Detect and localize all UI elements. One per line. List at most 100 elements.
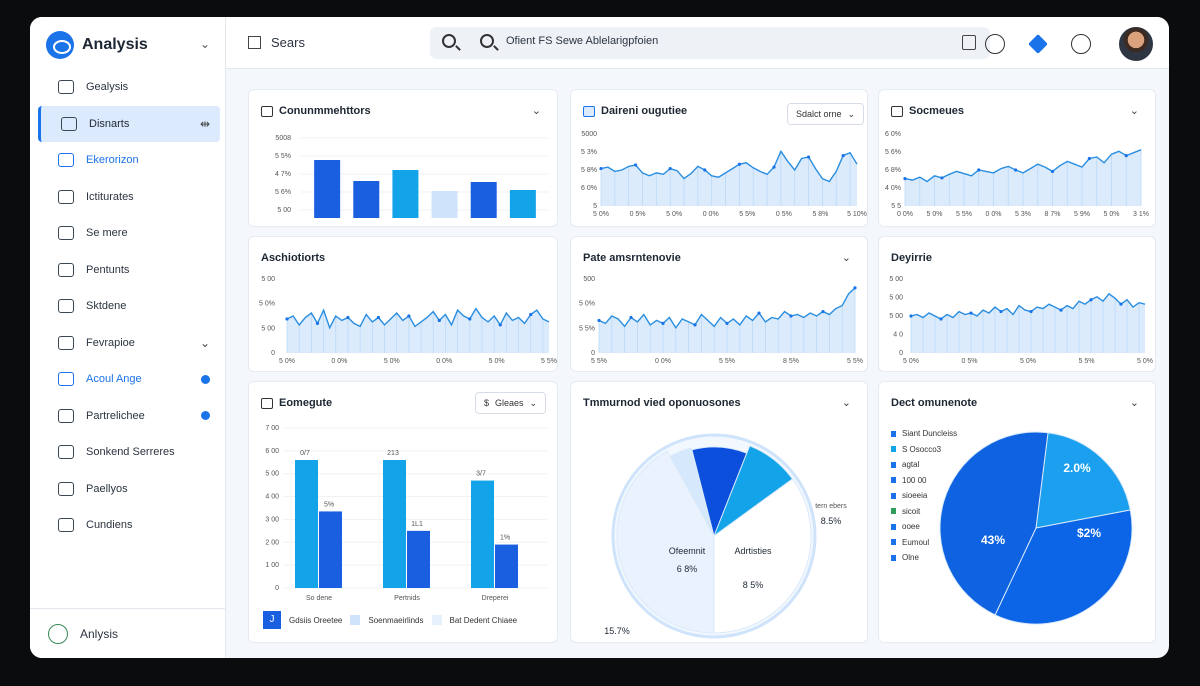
avatar[interactable] [1117,25,1155,63]
sidebar-item-label: Fevrapioe [86,336,135,349]
x-tick-label: 0 0% [331,358,347,365]
search-input[interactable] [506,35,926,47]
topbar: Sears [226,17,1169,69]
j-badge: J [263,611,281,629]
legend-item: Siant Duncleiss [891,426,957,442]
data-point [629,315,633,320]
legend-label: S Osocco3 [902,444,942,454]
x-tick-label: 0 0% [897,211,913,218]
legend-label: 100 00 [902,475,927,485]
select-dropdown[interactable]: Sdalct orne ⌄ [787,103,865,125]
y-tick-label: 5 00 [261,276,275,283]
globe-icon[interactable] [985,34,1005,54]
app-logo[interactable]: Analysis [46,31,148,59]
sidebar-item-label: Sktdene [86,300,127,313]
topbar-title-text: Sears [271,35,305,50]
home-icon [58,153,74,168]
sidebar-item[interactable]: Cundiens [38,507,220,544]
sidebar-item[interactable]: Sonkend Serreres [38,434,220,471]
sidebar-item[interactable]: Partrelichee [38,398,220,435]
sidebar-item[interactable]: Ictiturates [38,179,220,216]
y-tick-label: 5 [593,203,597,210]
data-point [315,321,320,325]
sidebar-item[interactable]: Sktdene [38,288,220,325]
legend-item: 100 00 [891,473,957,489]
pie-chart: 2.0% $2% 43% [939,431,1133,625]
sidebar-item-label: Disnarts [89,117,130,130]
bar [470,182,497,218]
settings-icon[interactable] [1071,34,1091,54]
folder-icon [58,372,74,387]
area-fill [911,293,1145,353]
x-tick-label: 5 5% [1079,358,1095,365]
search-icon[interactable] [442,34,456,48]
sidebar-item[interactable]: Pentunts [38,252,220,289]
bar [314,160,341,218]
legend-swatch [891,539,896,546]
sidebar-item[interactable]: Ekerorizon [38,142,220,179]
chevron-down-icon[interactable]: ⌄ [531,105,541,117]
x-tick-label: 5 0% [1020,358,1036,365]
chevron-down-icon[interactable]: ⌄ [841,252,851,264]
sidebar-item[interactable]: Paellyos [38,471,220,508]
x-tick-label: 5 5% [956,211,972,218]
card-c8: Tmmurnod vied oponuosones ⌄ Ofeemnit 6 8%… [570,381,868,643]
calendar-icon[interactable] [962,35,976,50]
grid-icon [58,518,74,533]
card-c2: Daireni ougutiee Sdalct orne ⌄ 5000 5 3% 5 … [570,89,868,227]
legend-label: agtal [902,460,920,470]
sidebar-item[interactable]: Gealysis [38,69,220,106]
data-point [853,286,857,290]
legend-label: sicoit [902,506,921,516]
select-label: Sdalct orne [796,109,842,119]
data-point [1059,308,1063,312]
area-chart: 5 00 5 0% 5 00 0 5 0% 0 0% 5 0% 0 0% 5 0% 5 5% [259,276,557,365]
legend-label: ooee [902,522,920,532]
y-tick-label: 6 00 [265,448,279,455]
document-icon [58,445,74,460]
chevron-down-icon[interactable]: ⌄ [1129,105,1139,117]
sidebar-item[interactable]: Disnarts ⇹ [38,105,220,142]
sidebar-item[interactable]: Acoul Ange [38,361,220,398]
legend-item: Olne [891,550,957,566]
search-icon [480,34,494,48]
select-dropdown[interactable]: $ Gleaes ⌄ [475,392,547,414]
legend-label: Olne [902,553,919,563]
x-tick-label: 5 5% [739,211,755,218]
sidebar-footer[interactable]: Anlysis [30,608,226,658]
sidebar-item-trail[interactable]: ⇹ [199,116,210,131]
bar [407,530,430,588]
pie-slice [616,450,715,634]
x-tick-label: 3 1% [1133,211,1149,218]
chevron-down-icon[interactable]: ⌄ [200,37,211,51]
bar-label: 3/7 [476,471,486,478]
x-tick-label: 5 8% [812,211,828,218]
chevron-down-icon[interactable]: ⌄ [1129,397,1139,409]
sidebar-item[interactable]: Se mere [38,215,220,252]
menu-icon[interactable] [248,36,261,49]
data-point [821,309,825,314]
y-tick-label: 0 [899,350,903,357]
sidebar-item-label: Se mere [86,227,128,240]
data-point [841,154,845,158]
notification-icon[interactable] [1028,34,1048,54]
x-tick-label: 5 5% [719,358,735,365]
x-tick-label: Dreperei [482,595,509,602]
legend-item: sicoit [891,504,957,520]
bar [392,170,419,218]
search-bar[interactable] [430,27,990,59]
chevron-down-icon[interactable]: ⌄ [841,397,851,409]
bar [509,190,536,218]
data-point [1089,298,1093,302]
pie-slice [1035,432,1131,529]
y-tick-label: 5 00 [889,313,903,320]
sidebar-item-trail[interactable]: ⌄ [199,335,210,350]
x-tick-label: 5 0% [903,358,919,365]
sidebar-item[interactable]: Fevrapioe ⌄ [38,325,220,362]
sidebar-item-label: Paellyos [86,482,128,495]
data-point [1087,156,1091,161]
key-icon [58,481,74,496]
slice-label: 43% [981,533,1005,547]
series-line [600,149,858,183]
